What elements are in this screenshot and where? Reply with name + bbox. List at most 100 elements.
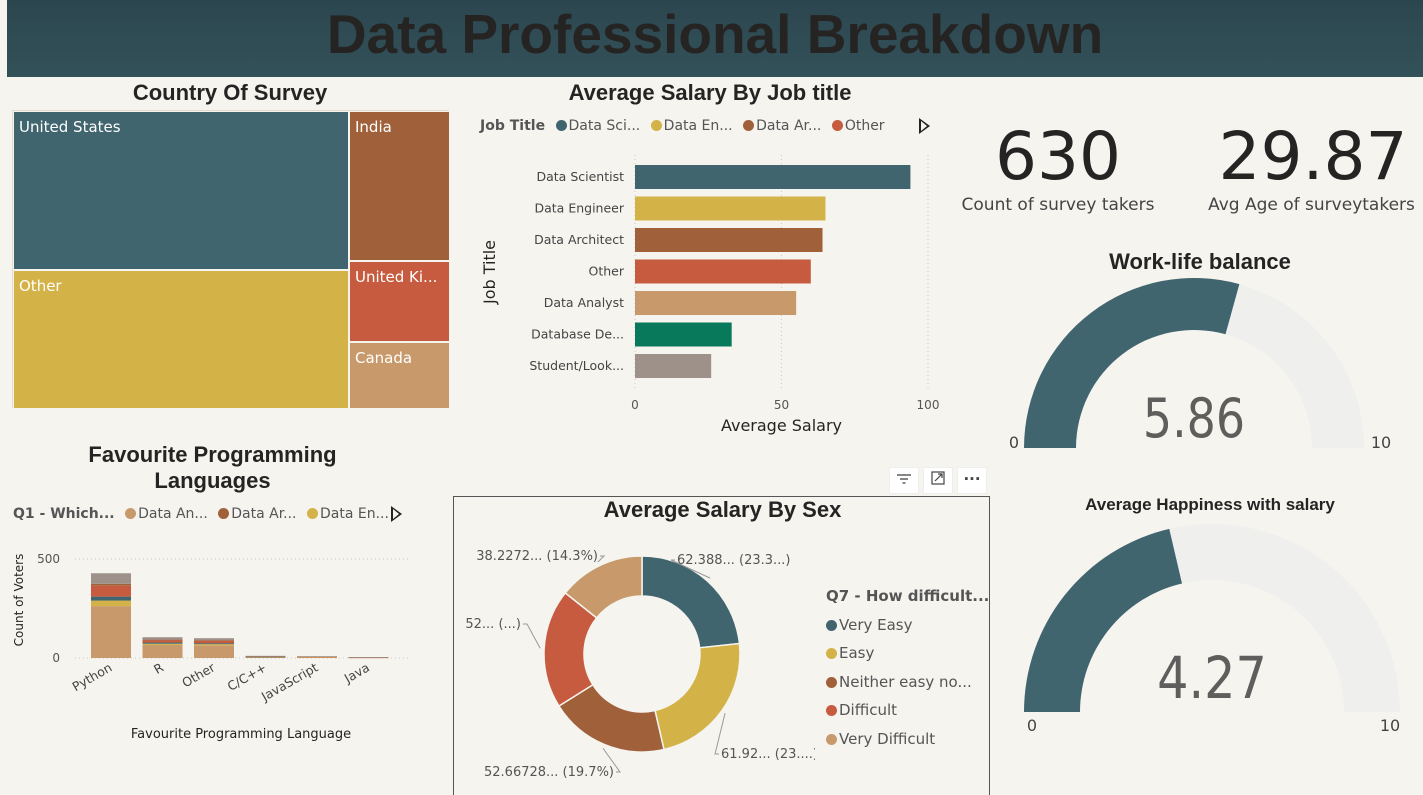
legend-item-data-engineer[interactable]: Data En... [645,118,733,134]
x-axis-title: Average Salary [721,416,842,435]
legend-dot-icon [826,705,837,716]
legend-label: Data En... [319,506,389,522]
legend-item-data-architect[interactable]: Data Ar... [737,118,821,134]
data-label: 62.388... (23.3...) [677,553,791,568]
y-tick-label: 0 [52,651,60,665]
bar-segment-python[interactable] [91,600,131,607]
bar-database-de[interactable] [635,322,732,347]
legend-item-data-scientist[interactable]: Data Sci... [550,118,641,134]
happiness-gauge[interactable]: 4.27 0 10 [1000,515,1423,740]
legend-next-icon[interactable] [391,506,402,526]
bar-segment-r[interactable] [142,642,183,644]
y-axis-title: Job Title [480,240,499,305]
legend-next-icon[interactable] [919,118,930,138]
page-title: Data Professional Breakdown [326,3,1104,65]
legend-item-easy[interactable]: Easy [826,639,989,668]
bar-data-architect[interactable] [635,228,823,252]
salary-sex-visual-frame[interactable] [453,496,990,795]
leader-line [597,555,606,563]
bar-data-engineer[interactable] [635,196,826,221]
salary-job-title: Average Salary By Job title [568,80,852,105]
bar-other[interactable] [635,259,811,284]
bar-data-scientist[interactable] [635,165,911,189]
treemap-cell-other[interactable]: Other [13,270,349,409]
bar-data-analyst[interactable] [635,291,797,315]
legend-label: Neither easy no... [839,672,972,691]
bar-segment-other[interactable] [194,645,234,658]
legend-item-neither[interactable]: Neither easy no... [826,668,989,697]
x-axis-title: Favourite Programming Language [131,727,351,742]
donut-slice-easy[interactable] [654,642,741,751]
bar-segment-other[interactable] [194,644,234,646]
bar-segment-r[interactable] [142,640,183,643]
legend-label: Data Sci... [568,118,641,134]
treemap-title: Country Of Survey [132,80,328,105]
header-bar: Data Professional Breakdown [7,0,1423,77]
bar-segment-other[interactable] [194,643,234,645]
country-treemap[interactable]: United States India Other United Ki... C… [12,110,450,409]
bar-segment-other[interactable] [194,640,234,644]
legend-item-very-easy[interactable]: Very Easy [826,611,989,640]
bar-segment-javascript[interactable] [297,656,337,658]
treemap-cell-united-states[interactable]: United States [13,111,349,270]
worklife-gauge[interactable]: 5.86 0 10 [1000,275,1420,460]
languages-legend: Q1 - Which... Data An... Data Ar... Data… [13,506,389,522]
donut-slice-very-easy[interactable] [641,555,741,649]
gauge-max-label: 10 [1371,433,1391,452]
legend-item-other[interactable]: Other [826,118,885,134]
legend-item-difficult[interactable]: Difficult [826,696,989,725]
more-options-button[interactable]: ··· [957,467,987,494]
donut-slice-very-difficult[interactable] [564,555,643,619]
gauge-min-label: 0 [1009,433,1019,452]
filter-button[interactable] [889,467,919,494]
bar-segment-python[interactable] [91,606,131,658]
salary-job-bar-chart[interactable]: 0 50 100 Data Scientist Data Engineer Data Ar… [470,140,950,440]
y-tick-label: Other [589,264,625,279]
bar-segment-r[interactable] [142,637,183,640]
legend-item-data-analyst[interactable]: Data An... [119,506,208,522]
legend-dot-icon [743,120,755,131]
bar-segment-python[interactable] [91,596,131,601]
leader-line [523,623,541,649]
treemap-cell-united-kingdom[interactable]: United Ki... [349,261,450,342]
bar-segment-other[interactable] [194,638,234,641]
gauge-value: 5.86 [1143,386,1245,450]
salary-job-legend: Job Title Data Sci... Data En... Data Ar… [480,118,885,134]
legend-dot-icon [831,120,843,131]
bar-segment-r[interactable] [142,639,183,641]
x-tick-label: Python [69,660,114,695]
y-tick-label: Data Analyst [544,295,624,310]
treemap-cell-india[interactable]: India [349,111,450,261]
x-tick-label: R [151,659,166,676]
gauge-fill [1024,528,1182,712]
gauge-value: 4.27 [1157,644,1267,712]
languages-title: Favourite Programming Languages [30,442,395,494]
bar-segment-java[interactable] [348,657,389,658]
legend-dot-icon [306,508,318,519]
bar-segment-python[interactable] [91,585,131,597]
gauge-worklife-title: Work-life balance [1109,249,1291,274]
bar-segment-r[interactable] [142,643,183,645]
bar-segment-python[interactable] [91,573,131,584]
y-tick-label: Student/Look... [529,358,624,373]
legend-dot-icon [555,120,567,131]
legend-dot-icon [826,619,837,631]
legend-item-very-difficult[interactable]: Very Difficult [826,725,989,754]
bar-student-look[interactable] [635,354,712,378]
gauge-max-label: 10 [1380,716,1400,735]
legend-item-data-engineer[interactable]: Data En... [301,506,389,522]
data-label: 52... (...) [465,617,521,632]
legend-item-data-architect[interactable]: Data Ar... [212,506,297,522]
legend-dot-icon [826,648,837,659]
legend-dot-icon [826,733,837,745]
legend-label: Data Ar... [756,118,822,134]
focus-mode-button[interactable] [923,467,953,494]
treemap-cell-canada[interactable]: Canada [349,342,450,409]
legend-label: Difficult [839,701,898,719]
salary-sex-donut-chart[interactable]: 62.388... (23.3...) 61.92... (23....) 52.6… [455,530,815,795]
bar-segment-other[interactable] [194,640,234,641]
bar-segment-python[interactable] [91,583,131,586]
bar-segment-r[interactable] [142,644,183,658]
bar-segment-c-c[interactable] [245,655,286,657]
